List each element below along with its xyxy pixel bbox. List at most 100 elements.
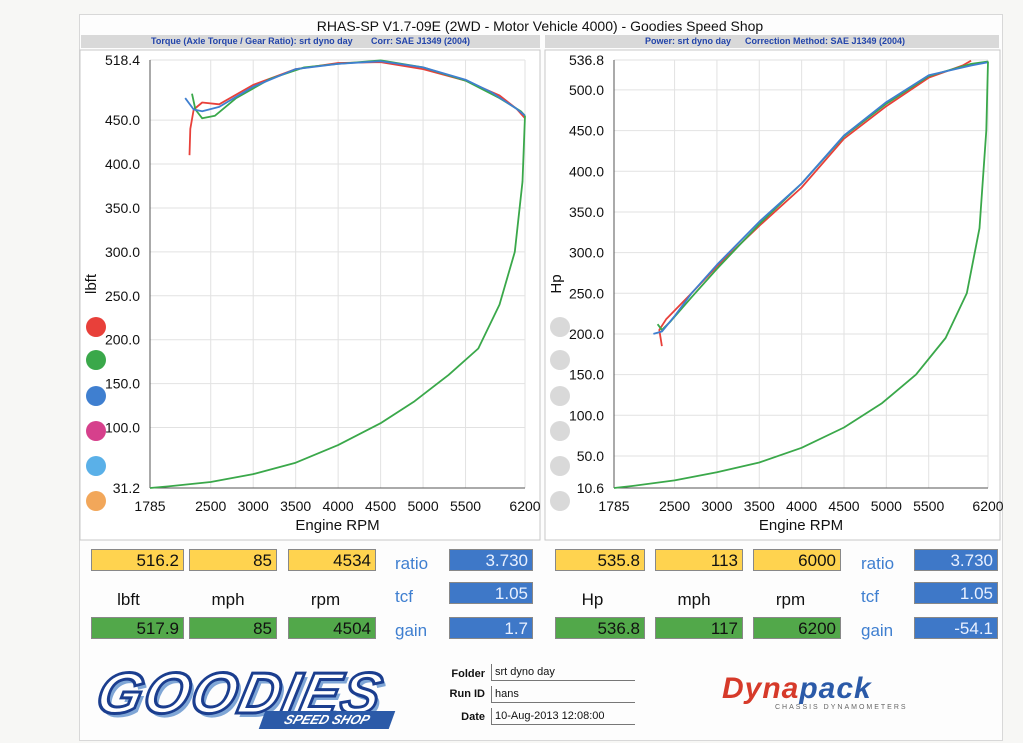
legend-dot-empty[interactable] [550,317,570,337]
torque-max-mph: 85 [189,617,277,639]
legend-dot-empty[interactable] [550,386,570,406]
unit-rpm: rpm [310,590,341,609]
unit-mph: mph [211,590,245,609]
ratio-value: 3.730 [914,549,998,571]
date-label: Date [461,711,485,723]
y-tick-label: 536.8 [569,52,604,68]
x-tick-label: 3000 [701,498,732,514]
dynapack-logo-a: Dyna [722,672,800,705]
series-green-coastdown [149,115,526,489]
page-title: RHAS-SP V1.7-09E (2WD - Motor Vehicle 40… [316,18,764,34]
right-corr-label: Correction Method: SAE J1349 (2004) [745,36,906,46]
torque-max-value: 517.9 [91,617,184,639]
legend-dot-blue[interactable] [86,386,106,406]
tcf-label: tcf [395,587,413,606]
torque-max-rpm: 4504 [288,617,376,639]
y-tick-label: 300.0 [105,244,140,260]
y-tick-label: 400.0 [105,156,140,172]
x-tick-label: 6200 [509,498,540,514]
dynapack-logo-b: pack [799,672,872,705]
right-chart-subheader: Power: srt dyno day Correction Method: S… [545,35,999,48]
dynapack-logo: Dynapack [722,672,872,706]
legend-dot-green[interactable] [86,350,106,370]
legend-dot-empty[interactable] [550,421,570,441]
gain-value: 1.7 [449,617,533,639]
speed-shop-logo: SPEED SHOP [258,711,396,729]
legend-dot-empty[interactable] [550,491,570,511]
power-max-mph: 117 [655,617,743,639]
series-red [658,59,972,347]
y-tick-label: 450.0 [105,112,140,128]
x-tick-label: 4500 [828,498,859,514]
power-peak-rpm: 6000 [753,549,841,571]
tcf-label: tcf [861,587,879,606]
x-tick-label: 5000 [407,498,438,514]
x-tick-label: 4000 [323,498,354,514]
x-tick-label: 2500 [195,498,226,514]
unit-rpm: rpm [775,590,806,609]
power-max-value: 536.8 [555,617,645,639]
runid-label: Run ID [449,688,485,700]
x-tick-label: 3000 [238,498,269,514]
power-peak-value: 535.8 [555,549,645,571]
series-green-coastdown [613,61,989,489]
ratio-label: ratio [395,554,429,573]
y-tick-label: 100.0 [105,420,140,436]
y-tick-label: 150.0 [105,376,140,392]
torque-peak-rpm: 4534 [288,549,376,571]
power-peak-mph: 113 [655,549,743,571]
left-mode-label: Torque (Axle Torque / Gear Ratio): srt d… [151,36,353,46]
y-tick-label: 100.0 [569,407,604,423]
legend-dot-empty[interactable] [550,456,570,476]
ratio-label: ratio [861,554,895,573]
y-tick-label: 350.0 [105,200,140,216]
chart-frame [544,49,1001,541]
y-axis-label: lbft [83,273,100,294]
legend-dot-pink[interactable] [86,421,106,441]
y-tick-label: 450.0 [569,123,604,139]
y-tick-label: 200.0 [105,332,140,348]
y-tick-label: 31.2 [113,480,140,496]
gain-value: -54.1 [914,617,998,639]
x-tick-label: 5500 [450,498,481,514]
torque-peak-mph: 85 [189,549,277,571]
legend-dot-red[interactable] [86,317,106,337]
x-axis-label: Engine RPM [759,517,843,534]
left-corr-label: Corr: SAE J1349 (2004) [371,36,471,46]
ratio-value: 3.730 [449,549,533,571]
tcf-value: 1.05 [449,582,533,604]
torque-peak-value: 516.2 [91,549,184,571]
y-axis-label: Hp [548,274,565,293]
legend-dot-empty[interactable] [550,350,570,370]
x-tick-label: 4500 [365,498,396,514]
chart-frame [79,49,541,541]
left-chart-subheader: Torque (Axle Torque / Gear Ratio): srt d… [81,35,540,48]
x-tick-label: 2500 [659,498,690,514]
x-tick-label: 1785 [598,498,629,514]
power-max-rpm: 6200 [753,617,841,639]
unit-mph: mph [677,590,711,609]
y-tick-label: 10.6 [577,480,604,496]
gain-label: gain [861,621,894,640]
unit-hp: Hp [581,590,604,609]
series-blue [184,60,526,117]
x-tick-label: 1785 [134,498,165,514]
folder-label: Folder [451,668,485,680]
tcf-value: 1.05 [914,582,998,604]
date-field: 10-Aug-2013 12:08:00 [491,708,635,725]
x-tick-label: 6200 [972,498,1003,514]
y-tick-label: 350.0 [569,204,604,220]
x-tick-label: 3500 [744,498,775,514]
runid-field: hans [491,686,635,703]
y-tick-label: 300.0 [569,245,604,261]
y-tick-label: 400.0 [569,163,604,179]
unit-lbft: lbft [117,590,140,609]
y-tick-label: 250.0 [105,288,140,304]
folder-field: srt dyno day [491,664,635,681]
legend-dot-orange[interactable] [86,491,106,511]
legend-dot-sky[interactable] [86,456,106,476]
y-tick-label: 500.0 [569,82,604,98]
y-tick-label: 200.0 [569,326,604,342]
y-tick-label: 250.0 [569,285,604,301]
